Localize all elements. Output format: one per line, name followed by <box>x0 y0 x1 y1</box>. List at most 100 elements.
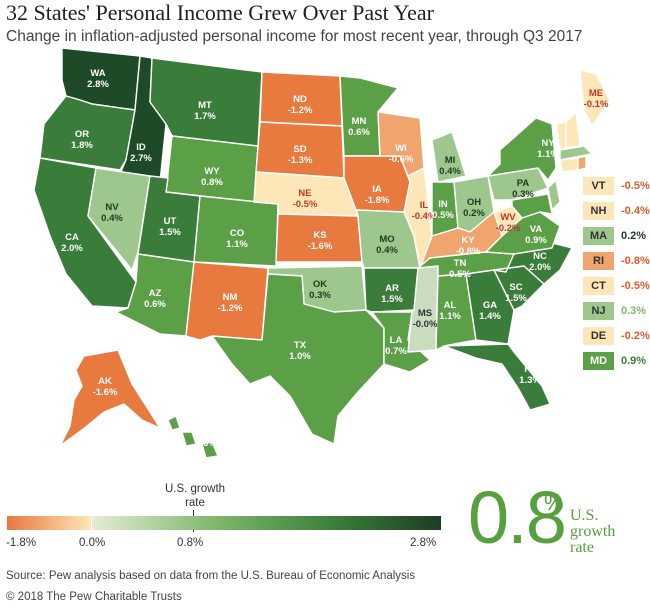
state-nv <box>87 167 151 271</box>
small-state-row: VT -0.5% <box>583 177 650 195</box>
state-ct <box>559 157 579 173</box>
state-label-va: VA <box>530 224 543 235</box>
state-value-va: 0.9% <box>525 235 547 246</box>
us-growth-rate-caption: U.S. growth rate <box>164 483 226 509</box>
state-value-wy: 0.8% <box>201 177 223 188</box>
small-state-row: NJ 0.3% <box>583 302 650 320</box>
small-state-abbr-nh: NH <box>583 202 614 220</box>
state-label-ne: NE <box>298 188 311 199</box>
state-label-ak: AK <box>98 376 112 387</box>
state-value-wa: 2.8% <box>87 79 109 90</box>
state-fl <box>443 343 551 411</box>
state-value-mt: 1.7% <box>194 111 216 122</box>
state-value-ar: 1.5% <box>381 294 403 305</box>
state-label-ny: NY <box>541 138 555 149</box>
small-state-row: MA 0.2% <box>583 227 650 245</box>
state-label-ut: UT <box>164 216 177 227</box>
us-growth-number: 0.8 <box>468 476 567 559</box>
state-label-tx: TX <box>294 340 307 351</box>
state-value-me: -0.1% <box>584 99 609 110</box>
state-label-id: ID <box>136 142 146 153</box>
state-label-la: LA <box>390 335 403 346</box>
state-ma <box>559 145 593 161</box>
state-value-ia: -1.8% <box>365 195 390 206</box>
state-label-il: IL <box>420 200 429 211</box>
state-label-or: OR <box>75 129 89 140</box>
state-value-ak: -1.6% <box>93 387 118 398</box>
state-value-ny: 1.1% <box>537 149 559 160</box>
state-value-wi: -0.6% <box>389 154 414 165</box>
small-state-abbr-nj: NJ <box>583 302 614 320</box>
state-value-ks: -1.6% <box>308 241 333 252</box>
state-nj <box>547 179 561 211</box>
state-value-az: 0.6% <box>144 299 166 310</box>
map-subtitle: Change in inflation-adjusted personal in… <box>6 28 583 45</box>
state-value-tn: 0.5% <box>449 269 471 280</box>
scale-min-label: -1.8% <box>6 537 37 549</box>
state-label-nv: NV <box>105 202 119 213</box>
state-value-il: -0.4% <box>412 211 437 222</box>
state-label-mo: MO <box>379 234 394 245</box>
map-title: 32 States' Personal Income Grew Over Pas… <box>6 0 434 25</box>
us-growth-label-text: U.S. growth rate <box>570 507 616 556</box>
state-label-ks: KS <box>313 230 326 241</box>
state-label-sc: SC <box>509 282 522 293</box>
source-note: Source: Pew analysis based on data from … <box>6 570 416 582</box>
small-state-abbr-de: DE <box>583 327 614 345</box>
us-state-map: WA2.8%OR1.8%CA2.0%ID2.7%NV0.4%MT1.7%WY0.… <box>33 47 611 459</box>
state-ga <box>465 269 515 345</box>
small-state-row: RI -0.8% <box>583 252 650 270</box>
small-state-abbr-md: MD <box>583 352 614 370</box>
state-value-nm: -1.2% <box>218 303 243 314</box>
small-state-value-ct: -0.5% <box>621 280 650 292</box>
state-label-al: AL <box>444 300 457 311</box>
state-nh <box>565 111 581 149</box>
state-label-me: ME <box>589 88 603 99</box>
state-value-ne: -0.5% <box>293 199 318 210</box>
state-il <box>403 167 433 269</box>
state-value-ut: 1.5% <box>159 227 181 238</box>
state-co <box>193 195 279 267</box>
state-ar <box>363 267 419 313</box>
state-ak <box>59 349 161 447</box>
state-value-sd: -1.3% <box>288 155 313 166</box>
small-state-value-nh: -0.4% <box>621 205 650 217</box>
state-ri <box>577 155 587 171</box>
state-value-mi: 0.4% <box>439 166 461 177</box>
state-label-mi: MI <box>445 155 456 166</box>
state-hi <box>167 415 219 459</box>
state-value-id: 2.7% <box>130 153 152 164</box>
state-label-nd: ND <box>293 94 307 105</box>
state-value-sc: 1.5% <box>505 293 527 304</box>
state-value-la: 0.7% <box>385 346 407 357</box>
state-value-or: 1.8% <box>71 140 93 151</box>
state-value-pa: 0.3% <box>512 189 534 200</box>
small-state-value-nj: 0.3% <box>621 305 647 317</box>
state-me <box>579 69 611 127</box>
state-value-mo: 0.4% <box>376 245 398 256</box>
small-state-abbr-ri: RI <box>583 252 614 270</box>
state-label-ga: GA <box>483 300 497 311</box>
state-label-co: CO <box>230 228 244 239</box>
state-label-oh: OH <box>467 197 481 208</box>
state-value-ok: 0.3% <box>309 290 331 301</box>
state-value-hi: 0.6% <box>195 438 217 449</box>
state-label-ok: OK <box>313 279 327 290</box>
state-value-oh: 0.2% <box>463 208 485 219</box>
state-value-tx: 1.0% <box>289 351 311 362</box>
state-label-ar: AR <box>385 283 399 294</box>
state-label-ia: IA <box>372 184 382 195</box>
small-state-row: CT -0.5% <box>583 277 650 295</box>
state-value-ky: -0.8% <box>456 246 481 257</box>
state-value-ga: 1.4% <box>479 311 501 322</box>
small-state-row: DE -0.2% <box>583 327 650 345</box>
state-value-nd: -1.2% <box>288 105 313 116</box>
scale-max-label: 2.8% <box>410 537 437 549</box>
state-label-ca: CA <box>65 232 79 243</box>
small-state-abbr-vt: VT <box>583 177 614 195</box>
state-value-co: 1.1% <box>226 239 248 250</box>
state-label-pa: PA <box>517 178 530 189</box>
state-md <box>511 193 553 219</box>
state-label-wy: WY <box>204 166 220 177</box>
state-value-mn: 0.6% <box>348 127 370 138</box>
